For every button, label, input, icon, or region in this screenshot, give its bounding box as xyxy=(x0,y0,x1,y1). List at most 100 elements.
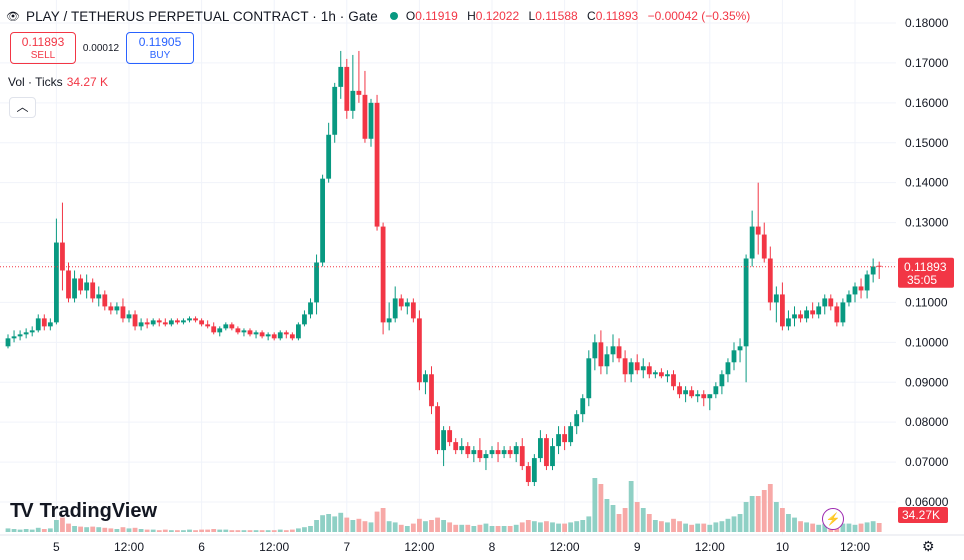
time-tick-label: 12:00 xyxy=(695,540,725,554)
volume-bar xyxy=(132,527,138,532)
volume-bar xyxy=(574,521,580,532)
close-value: 0.11893 xyxy=(595,9,639,23)
time-tick-label: 12:00 xyxy=(114,540,144,554)
time-tick-label: 9 xyxy=(634,540,641,554)
volume-bar xyxy=(168,530,174,532)
candle-body xyxy=(519,446,525,467)
candle-body xyxy=(72,278,77,299)
volume-bar xyxy=(465,524,471,532)
volume-bar xyxy=(332,516,338,532)
volume-bar xyxy=(66,523,71,532)
volume-bar xyxy=(320,515,325,532)
volume-bar xyxy=(398,524,404,532)
chart-grid xyxy=(0,0,896,535)
sell-button[interactable]: 0.11893 SELL xyxy=(10,32,76,64)
volume-bar xyxy=(792,517,797,532)
volume-bar xyxy=(441,520,446,532)
candle-body xyxy=(858,286,864,291)
candle-body xyxy=(489,450,495,455)
eye-icon[interactable]: 👁 xyxy=(6,10,20,23)
volume-bar xyxy=(211,529,217,532)
volume-bar xyxy=(265,530,271,532)
volume-bar xyxy=(429,520,434,532)
volume-bar xyxy=(156,530,162,532)
volume-bar xyxy=(550,522,555,532)
volume-bar xyxy=(773,502,779,532)
candle-body xyxy=(477,450,483,459)
candle-body xyxy=(84,282,90,291)
volume-bar xyxy=(350,520,356,532)
volume-bar xyxy=(229,530,235,532)
candle-body xyxy=(640,366,646,371)
time-tick-label: 5 xyxy=(53,540,60,554)
volume-bar xyxy=(677,521,682,532)
symbol-title[interactable]: PLAY / TETHERUS PERPETUAL CONTRACT · 1h … xyxy=(25,8,378,24)
price-tick-label: 0.13000 xyxy=(905,216,949,230)
gear-icon[interactable]: ⚙ xyxy=(922,538,935,554)
lightning-icon[interactable]: ⚡ xyxy=(822,508,844,530)
volume-bar xyxy=(471,526,477,532)
candle-body xyxy=(404,302,410,307)
time-tick-label: 12:00 xyxy=(259,540,289,554)
volume-bar xyxy=(296,528,301,532)
candle-body xyxy=(253,332,259,335)
volume-bar xyxy=(362,521,368,532)
volume-bar xyxy=(162,529,168,532)
candlesticks xyxy=(5,50,882,487)
high-value: 0.12022 xyxy=(475,9,520,23)
volume-legend[interactable]: Vol · Ticks 34.27 K xyxy=(8,75,108,89)
volume-bar xyxy=(223,529,229,532)
collapse-legend-button[interactable]: ︿ xyxy=(9,97,36,118)
candle-body xyxy=(719,374,725,387)
candle-body xyxy=(483,454,489,459)
last-price-label: 0.11893 xyxy=(904,260,947,274)
candle-body xyxy=(29,330,35,333)
candle-body xyxy=(326,134,332,179)
volume-bar xyxy=(671,518,676,532)
volume-bar xyxy=(374,511,380,532)
candle-body xyxy=(538,438,543,459)
volume-bar xyxy=(707,524,713,532)
buy-button[interactable]: 0.11905 BUY xyxy=(126,32,194,64)
candle-body xyxy=(54,242,59,323)
tradingview-logo[interactable]: TV TradingView xyxy=(10,500,157,523)
candle-body xyxy=(374,102,380,227)
candle-body xyxy=(283,332,289,335)
volume-bar xyxy=(586,516,592,532)
volume-bar xyxy=(60,517,65,532)
candle-body xyxy=(737,346,743,351)
candle-body xyxy=(120,306,126,319)
candle-body xyxy=(513,446,519,455)
candle-body xyxy=(610,346,616,355)
candle-body xyxy=(556,434,561,447)
candle-body xyxy=(773,294,779,303)
candle-body xyxy=(816,306,822,315)
candle-body xyxy=(132,314,138,327)
volume-bar xyxy=(628,481,634,532)
candle-body xyxy=(96,294,102,299)
time-tick-label: 6 xyxy=(198,540,205,554)
volume-bar xyxy=(380,508,386,532)
volume-bar xyxy=(525,520,531,532)
candle-body xyxy=(126,314,132,319)
volume-bar xyxy=(90,526,96,532)
candle-body xyxy=(423,374,428,383)
candle-body xyxy=(156,320,162,323)
volume-bar xyxy=(47,528,53,532)
candle-body xyxy=(616,346,622,359)
price-tick-label: 0.14000 xyxy=(905,176,949,190)
candle-body xyxy=(622,358,628,375)
open-value: 0.11919 xyxy=(415,9,458,23)
volume-bar xyxy=(217,529,223,532)
spread-value: 0.00012 xyxy=(82,42,120,54)
volume-bar xyxy=(314,520,319,532)
volume-bar xyxy=(199,529,204,532)
candle-body xyxy=(410,302,416,319)
candle-body xyxy=(598,342,604,367)
candle-body xyxy=(344,66,350,111)
volume-bar xyxy=(622,508,628,532)
time-tick-label: 7 xyxy=(343,540,350,554)
candle-body xyxy=(798,314,803,319)
candle-body xyxy=(356,90,362,95)
